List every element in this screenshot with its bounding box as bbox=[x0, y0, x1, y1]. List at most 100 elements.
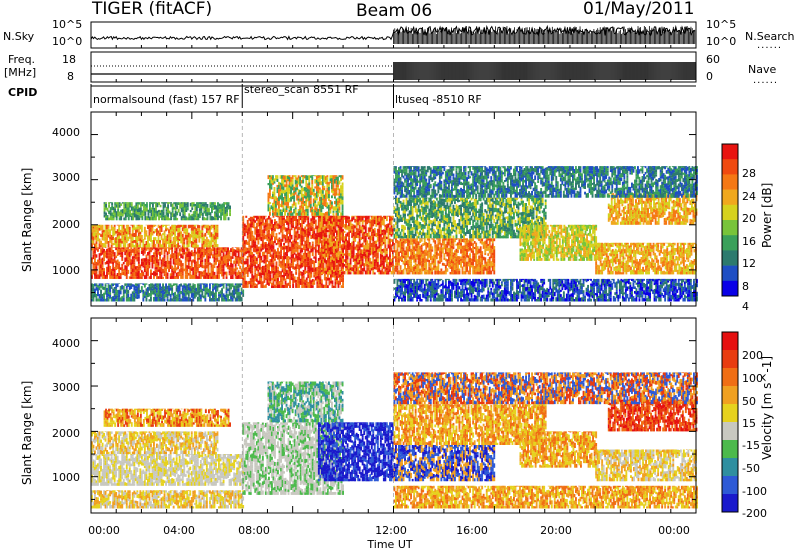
echo-cell bbox=[260, 233, 263, 237]
echo-cell bbox=[222, 249, 225, 253]
echo-cell bbox=[169, 258, 172, 261]
echo-cell bbox=[309, 197, 312, 201]
echo-cell bbox=[261, 229, 264, 234]
echo-cell bbox=[254, 256, 257, 260]
echo-cell bbox=[157, 224, 160, 228]
echo-cell bbox=[165, 225, 167, 229]
echo-cell bbox=[227, 252, 229, 255]
echo-cell bbox=[175, 259, 178, 263]
echo-cell bbox=[107, 243, 110, 248]
echo-cell bbox=[210, 298, 213, 302]
echo-cell bbox=[168, 260, 170, 265]
echo-cell bbox=[153, 254, 155, 258]
echo-cell bbox=[343, 230, 346, 233]
echo-cell bbox=[280, 242, 282, 247]
echo-cell bbox=[163, 233, 166, 237]
echo-cell bbox=[331, 280, 334, 285]
echo-cell bbox=[239, 283, 242, 288]
echo-cell bbox=[129, 202, 132, 206]
echo-cell bbox=[157, 241, 160, 244]
echo-cell bbox=[161, 202, 163, 204]
echo-cell bbox=[234, 247, 237, 248]
echo-cell bbox=[180, 231, 183, 235]
echo-cell bbox=[369, 270, 372, 275]
echo-cell bbox=[121, 233, 124, 239]
echo-cell bbox=[277, 281, 279, 285]
echo-cell bbox=[157, 248, 160, 251]
echo-cell bbox=[186, 234, 189, 238]
echo-cell bbox=[204, 251, 207, 256]
echo-cell bbox=[110, 253, 113, 258]
echo-cell bbox=[289, 284, 291, 288]
echo-cell bbox=[258, 233, 261, 237]
echo-cell bbox=[159, 225, 161, 229]
echo-cell bbox=[147, 243, 149, 248]
echo-cell bbox=[115, 288, 118, 292]
echo-cell bbox=[148, 224, 151, 229]
echo-cell bbox=[268, 248, 270, 252]
echo-cell bbox=[165, 215, 168, 221]
echo-cell bbox=[271, 262, 273, 265]
echo-cell bbox=[212, 291, 214, 295]
echo-cell bbox=[97, 247, 99, 249]
echo-cell bbox=[156, 247, 158, 253]
echo-cell bbox=[146, 216, 148, 221]
echo-cell bbox=[167, 212, 169, 217]
echo-cell bbox=[143, 295, 146, 299]
echo-cell bbox=[234, 297, 237, 302]
echo-cell bbox=[193, 290, 196, 295]
echo-cell bbox=[116, 229, 119, 234]
echo-cell bbox=[174, 224, 177, 227]
echo-cell bbox=[332, 212, 335, 216]
echo-cell bbox=[150, 283, 152, 287]
echo-cell bbox=[248, 280, 251, 285]
echo-cell bbox=[150, 216, 153, 221]
echo-cell bbox=[117, 209, 120, 212]
echo-cell bbox=[367, 232, 370, 235]
echo-cell bbox=[184, 254, 187, 257]
echo-cell bbox=[201, 290, 204, 296]
echo-cell bbox=[266, 233, 269, 238]
echo-cell bbox=[229, 209, 231, 213]
echo-cell bbox=[341, 210, 344, 213]
echo-cell bbox=[186, 202, 189, 203]
echo-cell bbox=[153, 259, 155, 264]
echo-cell bbox=[150, 286, 152, 291]
echo-cell bbox=[263, 233, 266, 236]
echo-cell bbox=[148, 238, 151, 241]
echo-cell bbox=[116, 295, 119, 298]
echo-cell bbox=[315, 197, 318, 201]
echo-cell bbox=[124, 218, 127, 221]
echo-cell bbox=[113, 230, 116, 236]
echo-cell bbox=[106, 237, 108, 241]
echo-cell bbox=[153, 231, 155, 234]
echo-cell bbox=[120, 209, 123, 212]
echo-cell bbox=[116, 262, 119, 265]
echo-cell bbox=[221, 294, 223, 298]
echo-cell bbox=[257, 240, 260, 245]
echo-cell bbox=[224, 263, 226, 266]
echo-cell bbox=[154, 269, 157, 272]
echo-cell bbox=[133, 268, 136, 273]
echo-cell bbox=[164, 218, 166, 221]
echo-cell bbox=[243, 230, 246, 233]
echo-cell bbox=[218, 298, 220, 302]
echo-cell bbox=[158, 202, 160, 206]
echo-cell bbox=[341, 196, 344, 200]
echo-cell bbox=[118, 249, 121, 253]
echo-cell bbox=[92, 247, 95, 251]
echo-cell bbox=[162, 238, 164, 241]
echo-cell bbox=[139, 283, 142, 285]
echo-cell bbox=[237, 263, 240, 267]
echo-cell bbox=[106, 240, 108, 244]
echo-cell bbox=[258, 250, 261, 253]
echo-cell bbox=[213, 250, 216, 255]
echo-cell bbox=[183, 207, 186, 211]
echo-cell bbox=[249, 245, 252, 250]
echo-cell bbox=[340, 229, 343, 233]
echo-cell bbox=[328, 186, 330, 191]
echo-cell bbox=[240, 247, 243, 250]
echo-cell bbox=[211, 216, 213, 221]
echo-cell bbox=[184, 234, 187, 240]
echo-cell bbox=[160, 238, 163, 241]
